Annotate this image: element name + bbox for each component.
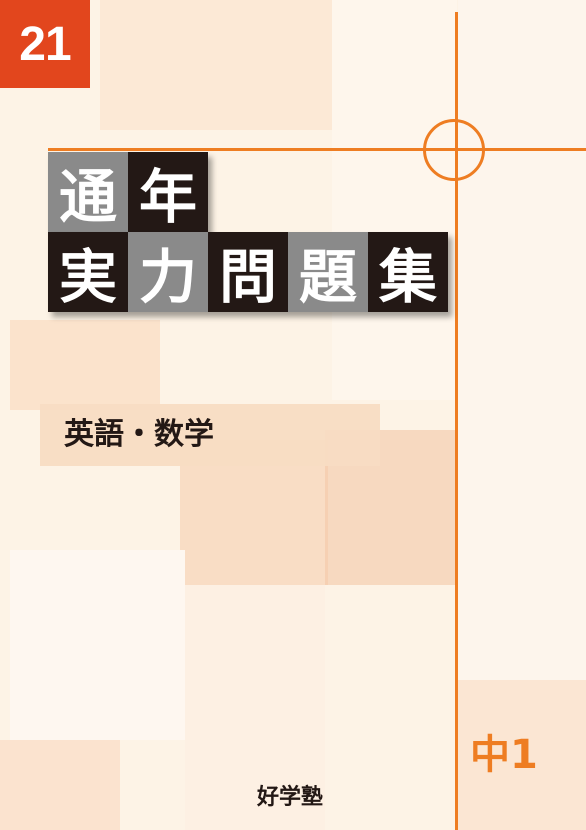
title-char: 力: [128, 232, 208, 312]
crosshair-circle-icon: [423, 119, 485, 181]
decor-block: [10, 320, 160, 410]
title-char: 問: [208, 232, 288, 312]
decor-block: [185, 585, 325, 830]
title-char: 題: [288, 232, 368, 312]
decor-block: [332, 0, 457, 400]
vertical-guide-line: [455, 12, 458, 830]
subject-label: 英語・数学: [64, 417, 214, 452]
subject-band: [40, 404, 380, 466]
decor-block: [100, 0, 332, 130]
title-char: 年: [128, 152, 208, 232]
title-char: 実: [48, 232, 128, 312]
decor-block: [0, 740, 120, 830]
decor-block: [10, 550, 185, 740]
grade-label: 中1: [470, 732, 538, 778]
decor-block: [458, 680, 586, 830]
title-line-1: 通 年: [48, 152, 208, 232]
volume-number-badge: 21: [0, 0, 90, 88]
title-line-2: 実 力 問 題 集: [48, 232, 448, 312]
title-char: 通: [48, 152, 128, 232]
publisher-name: 好学塾: [256, 785, 323, 810]
title-char: 集: [368, 232, 448, 312]
horizontal-guide-line: [48, 148, 586, 151]
